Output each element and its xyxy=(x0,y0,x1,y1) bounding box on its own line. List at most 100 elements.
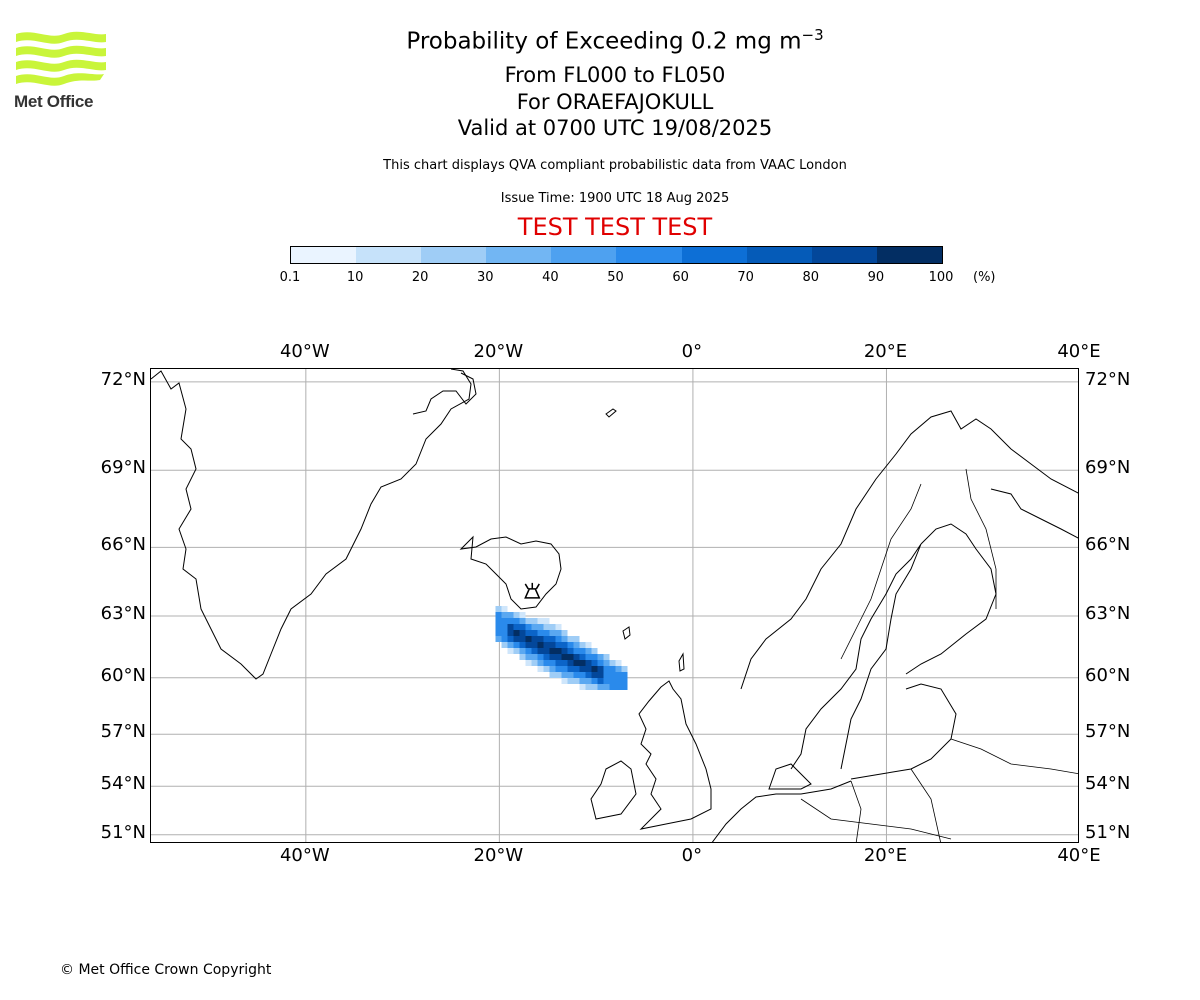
plume-cell xyxy=(531,647,538,654)
axis-label: 20°W xyxy=(473,845,524,866)
plume-cell xyxy=(525,647,532,654)
colorbar-segment xyxy=(291,247,357,263)
plume-cell xyxy=(573,659,580,666)
volcano-symbol xyxy=(524,582,541,599)
plume-cell xyxy=(573,635,580,642)
plume-cell xyxy=(519,617,526,624)
plume-cell xyxy=(579,647,586,654)
colorbar-tick-label: 50 xyxy=(607,270,624,285)
plume-cell xyxy=(585,677,592,684)
colorbar-segment xyxy=(811,247,877,263)
plume-cell xyxy=(567,671,574,678)
plume-cell xyxy=(513,641,520,648)
plume-cell xyxy=(573,665,580,672)
border-finland-russia xyxy=(965,468,997,609)
coast-sweden-baltic xyxy=(790,543,922,770)
colorbar-tick-label: 90 xyxy=(867,270,885,285)
coast-scandinavia xyxy=(740,410,1078,690)
plume-cell xyxy=(615,665,622,672)
coast-gulf-riga xyxy=(990,488,1078,539)
plume-cell xyxy=(555,665,562,672)
plume-cell xyxy=(549,659,556,666)
plume-cell xyxy=(537,623,544,630)
plume-cell xyxy=(597,659,604,666)
plume-cell xyxy=(507,611,514,618)
plume-cell xyxy=(495,617,502,624)
plume-cell xyxy=(555,671,562,678)
axis-label: 0° xyxy=(681,341,703,362)
plume-cell xyxy=(495,623,502,630)
plume-cell xyxy=(519,635,526,642)
coast-jan-mayen xyxy=(605,408,617,418)
plume-cell xyxy=(525,641,532,648)
plume-cell xyxy=(519,653,526,660)
axis-label: 20°E xyxy=(863,845,908,866)
plume-cell xyxy=(507,641,514,648)
plume-cell xyxy=(525,635,532,642)
plume-cell xyxy=(561,659,568,666)
colorbar-segment xyxy=(746,247,812,263)
title-exponent: −3 xyxy=(801,26,824,44)
plume-cell xyxy=(609,683,616,690)
coast-ireland xyxy=(590,760,637,820)
volcano-icon xyxy=(524,582,541,599)
plume-cell xyxy=(531,617,538,624)
plume-cell xyxy=(597,665,604,672)
axis-label: 20°W xyxy=(473,341,524,362)
coast-greenland xyxy=(151,369,472,680)
plume-cell xyxy=(513,635,520,642)
title-text: Probability of Exceeding 0.2 mg m xyxy=(406,28,802,55)
plume-cell xyxy=(621,677,628,684)
plume-cell xyxy=(537,635,544,642)
plume-cell xyxy=(579,677,586,684)
colorbar-tick-label: 30 xyxy=(477,270,494,285)
colorbar-tick-label: 70 xyxy=(737,270,754,285)
plume-cell xyxy=(513,629,520,636)
plume-cell xyxy=(525,659,532,666)
plume-cell xyxy=(519,641,526,648)
plume-cell xyxy=(549,641,556,648)
plume-cell xyxy=(615,671,622,678)
logo-text: Met Office xyxy=(14,92,94,111)
plume-cell xyxy=(555,653,562,660)
plume-cell xyxy=(585,671,592,678)
plume-cell xyxy=(609,677,616,684)
plume-cell xyxy=(549,665,556,672)
plume-cell xyxy=(621,665,628,672)
axis-label: 54°N xyxy=(1085,773,1131,795)
map-panel[interactable] xyxy=(150,368,1079,843)
plume-cell xyxy=(597,677,604,684)
plume-cell xyxy=(543,659,550,666)
flight-levels: From FL000 to FL050 xyxy=(504,63,726,87)
coastlines xyxy=(151,369,1078,842)
plume-cell xyxy=(585,653,592,660)
plume-cell xyxy=(561,635,568,642)
border-norway-sweden xyxy=(840,483,922,660)
plume-cell xyxy=(615,659,622,666)
met-office-logo-icon xyxy=(16,31,106,86)
colorbar-unit: (%) xyxy=(973,270,996,285)
plume-cell xyxy=(549,647,556,654)
plume-cell xyxy=(609,665,616,672)
gridlines xyxy=(151,369,1078,842)
plume-cell xyxy=(591,659,598,666)
plume-cell xyxy=(561,629,568,636)
plume-cell xyxy=(501,611,508,618)
plume-cell xyxy=(543,629,550,636)
axis-label: 57°N xyxy=(100,721,146,743)
plume-cell xyxy=(531,641,538,648)
plume-cell xyxy=(579,683,586,690)
plume-cell xyxy=(513,611,520,618)
plume-cell xyxy=(537,629,544,636)
axis-label: 72°N xyxy=(100,368,146,390)
plume-cell xyxy=(531,635,538,642)
colorbar-tick-label: 100 xyxy=(928,270,954,285)
axis-label: 40°E xyxy=(1057,341,1101,362)
axis-label: 66°N xyxy=(1085,534,1131,556)
plume-cell xyxy=(519,611,526,618)
plume-cell xyxy=(531,623,538,630)
plume-cell xyxy=(495,605,502,612)
plume-cell xyxy=(573,671,580,678)
plume-cell xyxy=(543,623,550,630)
axis-label: 66°N xyxy=(100,534,146,556)
